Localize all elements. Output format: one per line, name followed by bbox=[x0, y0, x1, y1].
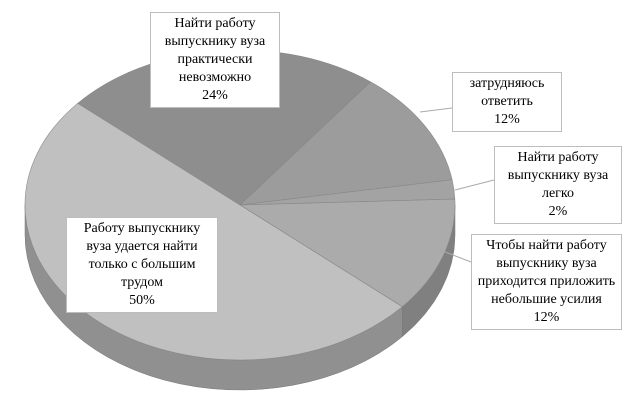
label-name: Найти работу выпускнику вуза легко bbox=[507, 150, 609, 201]
data-label: Работу выпускнику вуза удается найти тол… bbox=[66, 217, 218, 313]
label-value: 12% bbox=[494, 112, 520, 127]
data-label: затрудняюсь ответить 12% bbox=[452, 72, 562, 132]
data-label: Найти работу выпускнику вуза практически… bbox=[150, 12, 280, 108]
leader-line bbox=[454, 179, 495, 191]
label-name: Найти работу выпускнику вуза практически… bbox=[164, 16, 266, 85]
slice bbox=[239, 81, 453, 206]
data-label: Чтобы найти работу выпускнику вуза прихо… bbox=[471, 234, 622, 330]
leader-line bbox=[419, 107, 453, 113]
slice bbox=[239, 198, 456, 308]
label-name: Чтобы найти работу выпускнику вуза прихо… bbox=[477, 238, 616, 307]
label-name: Работу выпускнику вуза удается найти тол… bbox=[83, 221, 201, 290]
leader-line bbox=[439, 249, 472, 263]
label-value: 12% bbox=[533, 310, 560, 325]
label-value: 50% bbox=[129, 293, 155, 308]
label-value: 24% bbox=[202, 88, 228, 103]
data-label: Найти работу выпускнику вуза легко 2% bbox=[494, 146, 622, 224]
label-name: затрудняюсь ответить bbox=[469, 76, 545, 109]
label-value: 2% bbox=[548, 204, 568, 219]
